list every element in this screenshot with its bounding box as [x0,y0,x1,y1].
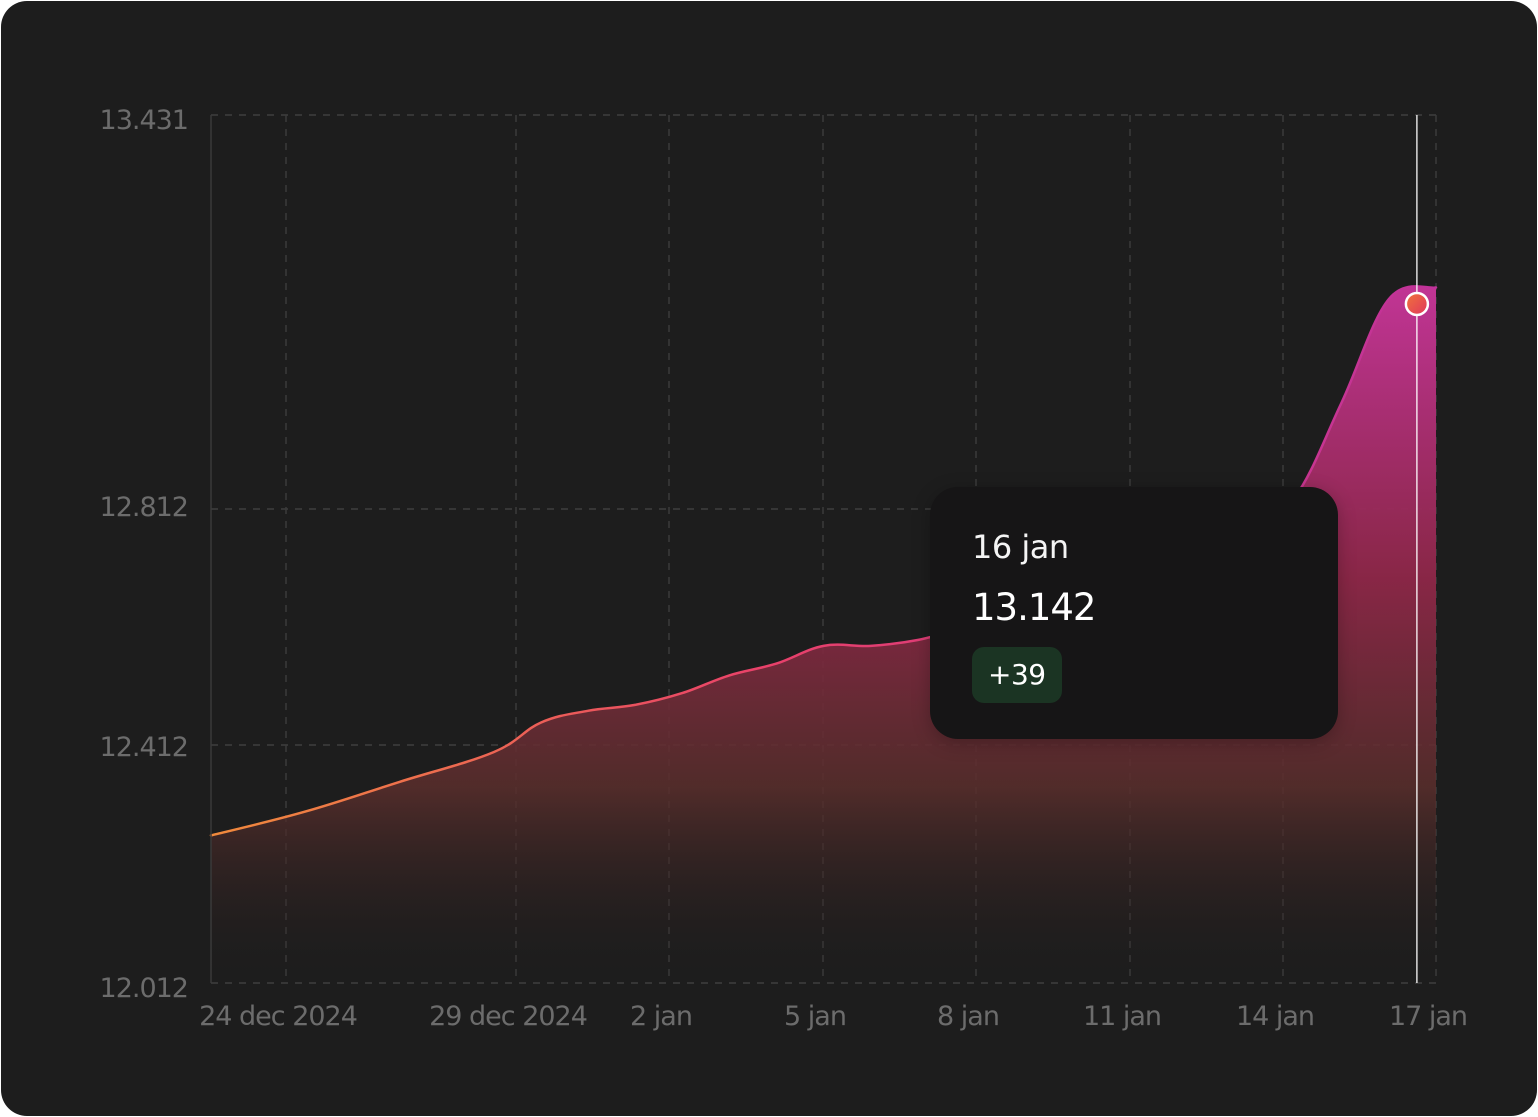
y-tick-label: 12.812 [100,492,188,523]
y-tick-label: 12.012 [100,973,188,1004]
tooltip-value: 13.142 [972,586,1096,629]
x-tick-label: 17 jan [1389,1001,1467,1032]
x-tick-label: 24 dec 2024 [199,1001,357,1032]
tooltip: 16 jan 13.142 +39 [930,487,1338,739]
tooltip-change-badge: +39 [972,647,1062,703]
cursor-marker [1404,291,1430,317]
tooltip-date: 16 jan [972,528,1069,566]
x-tick-label: 2 jan [630,1001,692,1032]
y-tick-label: 13.431 [100,105,188,136]
hover-cursor [1404,115,1430,983]
x-tick-label: 5 jan [784,1001,846,1032]
x-tick-label: 14 jan [1236,1001,1314,1032]
x-tick-label: 29 dec 2024 [429,1001,587,1032]
series-area-fill [211,286,1436,983]
x-tick-label: 11 jan [1083,1001,1161,1032]
y-tick-label: 12.412 [100,732,188,763]
x-axis-ticks: 24 dec 2024 29 dec 2024 2 jan 5 jan 8 jan 11 … [199,1001,1468,1032]
x-tick-label: 8 jan [937,1001,999,1032]
y-axis-ticks: 13.431 12.812 12.412 12.012 [100,105,189,1004]
